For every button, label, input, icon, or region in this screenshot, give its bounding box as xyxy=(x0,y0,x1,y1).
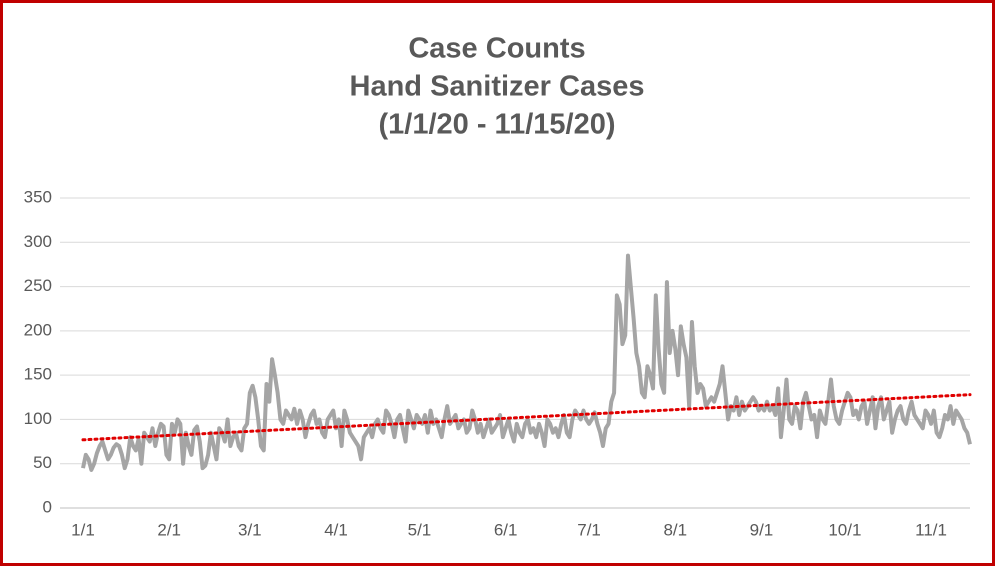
x-tick-label: 5/1 xyxy=(408,520,432,539)
x-tick-label: 6/1 xyxy=(494,520,518,539)
chart-title: Hand Sanitizer Cases xyxy=(350,71,645,103)
y-tick-label: 300 xyxy=(24,232,52,251)
y-tick-label: 200 xyxy=(24,320,52,339)
y-tick-label: 50 xyxy=(33,453,52,472)
x-tick-label: 7/1 xyxy=(577,520,601,539)
y-tick-label: 150 xyxy=(24,365,52,384)
x-tick-label: 2/1 xyxy=(157,520,181,539)
x-tick-label: 3/1 xyxy=(238,520,262,539)
chart-title: (1/1/20 - 11/15/20) xyxy=(379,109,616,141)
x-tick-label: 11/1 xyxy=(915,520,947,539)
x-tick-label: 1/1 xyxy=(71,520,95,539)
y-tick-label: 0 xyxy=(43,497,52,516)
y-tick-label: 250 xyxy=(24,276,52,295)
x-tick-label: 4/1 xyxy=(324,520,348,539)
y-tick-label: 350 xyxy=(24,187,52,206)
x-tick-label: 10/1 xyxy=(828,520,861,539)
data-line xyxy=(81,253,972,472)
x-tick-label: 9/1 xyxy=(750,520,774,539)
x-tick-label: 8/1 xyxy=(663,520,687,539)
trendline xyxy=(81,393,972,442)
chart-title: Case Counts xyxy=(408,33,585,65)
y-tick-label: 100 xyxy=(24,409,52,428)
